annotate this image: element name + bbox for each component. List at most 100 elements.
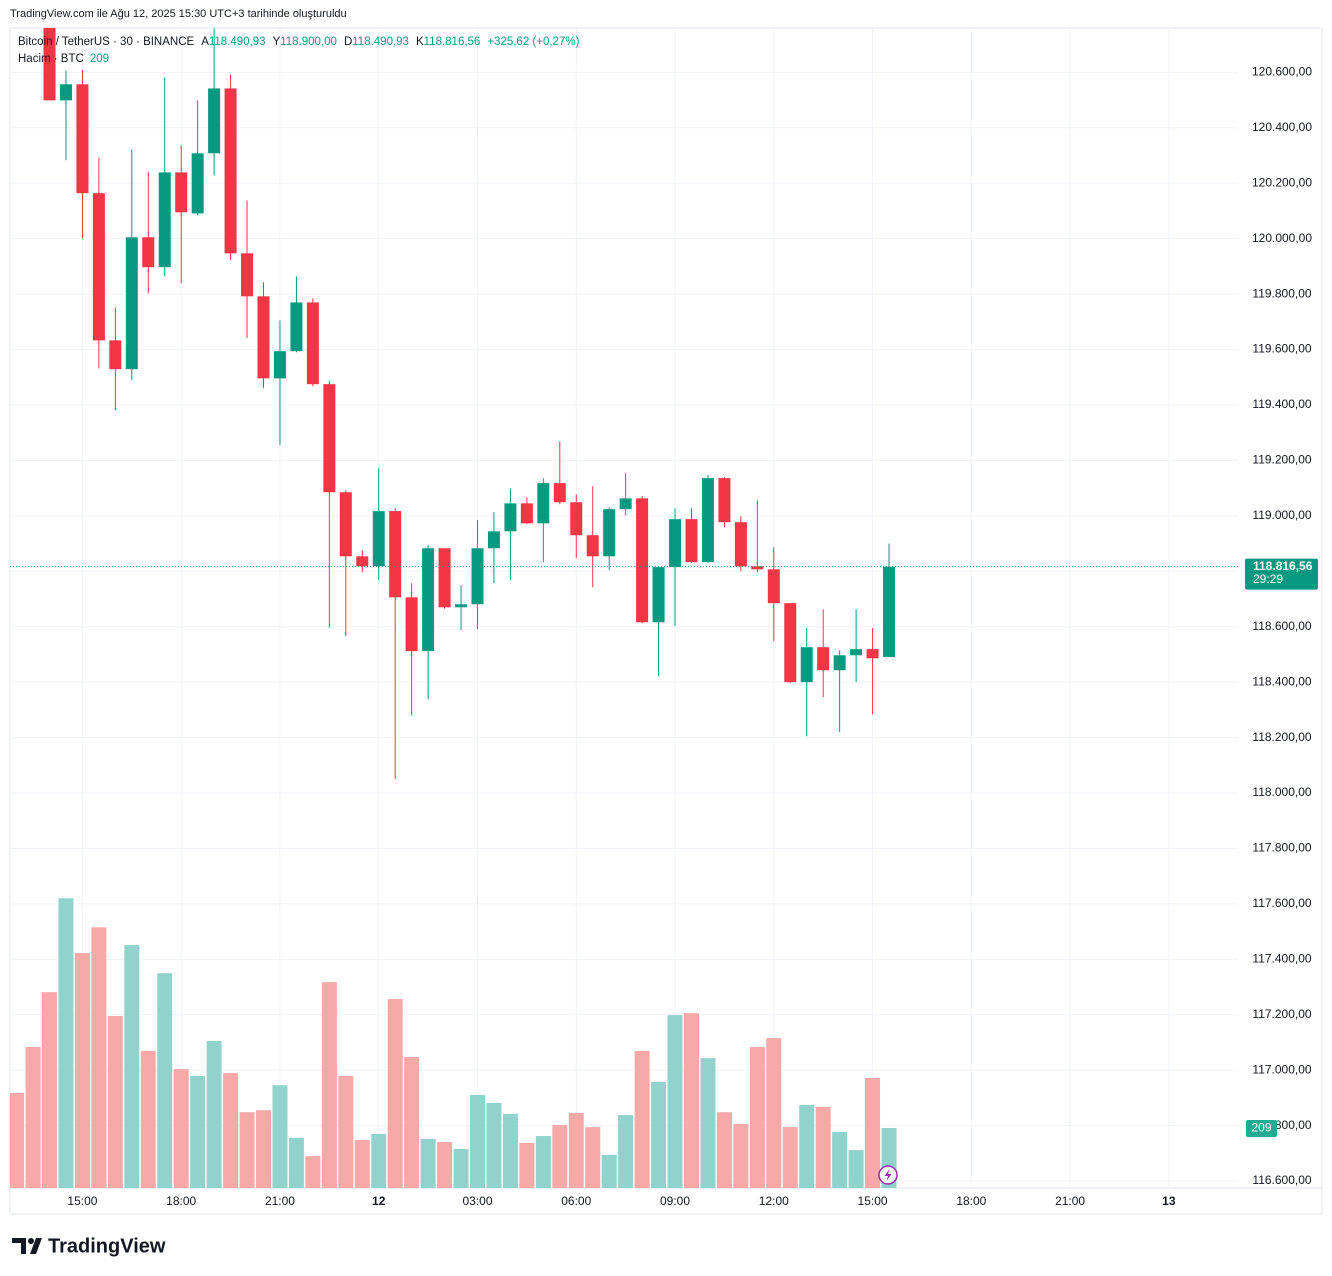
volume-bar [733, 1123, 749, 1188]
volume-bar [10, 1092, 25, 1188]
candle-body [339, 492, 352, 557]
candle-body [701, 478, 714, 563]
volume-bar [74, 953, 90, 1188]
volume-bar [683, 1013, 699, 1188]
legend-line: Bitcoin / TetherUS · 30 · BINANCE A118.49… [18, 36, 580, 48]
candle-body [767, 569, 780, 604]
candle-body [306, 302, 319, 385]
volume-bar [437, 1142, 453, 1188]
candle-body [372, 511, 385, 567]
symbol: Bitcoin / TetherUS · 30 · BINANCE [18, 36, 195, 48]
x-tick-label: 15:00 [67, 1194, 97, 1208]
volume-bar [749, 1047, 765, 1188]
candle-body [290, 302, 303, 352]
candle-body [323, 384, 336, 493]
y-tick-label: 118.000,00 [1252, 785, 1311, 799]
close-value: 118.816,56 [424, 36, 481, 48]
volume-bar [568, 1113, 584, 1188]
candle-body [504, 503, 517, 532]
y-tick-label: 119.000,00 [1252, 508, 1311, 522]
volume-bar [634, 1051, 650, 1188]
candle-body [455, 604, 468, 608]
volume-bar [124, 945, 140, 1188]
candle-body [669, 519, 682, 568]
y-tick-label: 118.200,00 [1252, 730, 1311, 744]
volume-bar [716, 1112, 732, 1188]
volume-bar [535, 1136, 551, 1188]
volume-bar [667, 1015, 683, 1188]
frame [9, 27, 1323, 1215]
volume-bar [140, 1051, 156, 1188]
candle-body [175, 172, 188, 213]
last-price-badge [1245, 558, 1318, 590]
candle-body [142, 237, 155, 268]
low-value: 118.490,93 [352, 36, 409, 48]
volume-bar [239, 1112, 255, 1188]
candle-body [520, 503, 533, 524]
volume-bar [157, 973, 173, 1188]
volume-bar [585, 1127, 601, 1188]
volume-bar [354, 1140, 370, 1188]
y-tick-label: 117.400,00 [1252, 951, 1311, 965]
candle-body [685, 519, 698, 563]
x-tick-label: 21:00 [1055, 1194, 1085, 1208]
volume-name: Hacim · BTC [18, 53, 84, 65]
y-tick-label: 119.600,00 [1252, 342, 1311, 356]
volume-bar [25, 1047, 41, 1188]
x-tick-label: 06:00 [561, 1194, 591, 1208]
volume-bar [272, 1085, 288, 1188]
volume-bar [256, 1110, 272, 1188]
candle-body [883, 566, 896, 657]
volume-bar [338, 1076, 354, 1188]
last-price-label: 118.816,56 [1253, 559, 1313, 573]
y-tick-label: 117.600,00 [1252, 896, 1311, 910]
volume-bar [782, 1127, 798, 1188]
candle-body [586, 535, 599, 557]
volume-bar [404, 1057, 420, 1188]
volume-bar [190, 1076, 206, 1188]
candle-body [356, 556, 369, 567]
volume-bar [387, 999, 403, 1188]
volume-bar [486, 1103, 502, 1188]
y-tick-label: 120.400,00 [1252, 120, 1312, 134]
candle-body [553, 483, 566, 503]
volume-badge-label: 209 [1251, 1121, 1271, 1135]
open-value: 118.490,93 [209, 36, 266, 48]
y-tick-label: 118.600,00 [1252, 619, 1311, 633]
candle-body [603, 509, 616, 557]
candle-body [817, 647, 830, 671]
y-tick-label: 120.200,00 [1252, 175, 1312, 189]
volume-bar [865, 1078, 881, 1188]
candle-body [570, 502, 583, 536]
volume-legend: Hacim · BTC 209 [18, 53, 109, 65]
volume-bar [305, 1156, 321, 1188]
x-tick-label: 13 [1162, 1194, 1176, 1208]
candle-body [652, 567, 665, 623]
countdown: 29:29 [1253, 572, 1283, 586]
candle-body [273, 351, 286, 379]
candle-body [800, 647, 813, 683]
x-tick-label: 09:00 [660, 1194, 690, 1208]
x-tick-label: 18:00 [956, 1194, 986, 1208]
x-tick-label: 12 [372, 1194, 386, 1208]
y-tick-label: 117.800,00 [1252, 841, 1311, 855]
created-note: TradingView.com ile Ağu 12, 2025 15:30 U… [10, 8, 347, 20]
candle-body [487, 531, 500, 549]
volume-bar [519, 1142, 535, 1188]
volume-bar [799, 1105, 815, 1188]
candle-body [438, 548, 451, 608]
candle-body [636, 498, 649, 623]
candle-body [76, 84, 89, 194]
candle-body [734, 522, 747, 567]
volume-bar [371, 1134, 387, 1188]
y-tick-label: 119.200,00 [1252, 453, 1311, 467]
candle-body [389, 511, 402, 598]
volume-bar [502, 1113, 518, 1188]
candle-body [471, 548, 484, 605]
y-tick-label: 120.600,00 [1252, 65, 1312, 79]
open-key: A [201, 36, 209, 48]
candle-body [125, 237, 138, 370]
volume-bar [91, 927, 107, 1188]
volume-bar [173, 1069, 189, 1188]
volume-bar [58, 898, 74, 1188]
